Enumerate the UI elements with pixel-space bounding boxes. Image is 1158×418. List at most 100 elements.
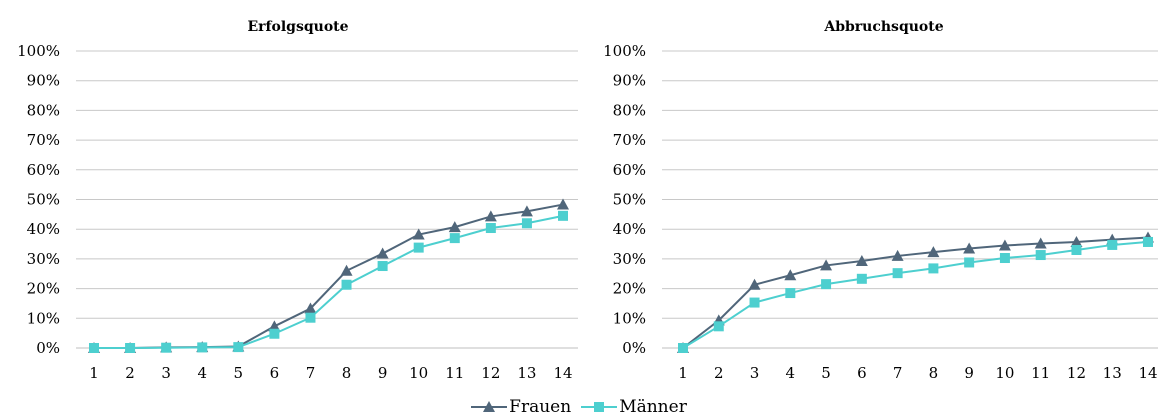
- legend-swatch-maenner: [581, 402, 618, 412]
- series-frauen-point: [484, 210, 497, 222]
- series-maenner-point: [1143, 236, 1153, 247]
- legend-label-frauen: Frauen: [509, 397, 572, 417]
- x-tick-label: 3: [750, 364, 760, 382]
- x-tick-label: 5: [234, 364, 244, 382]
- series-maenner-point: [125, 343, 136, 353]
- x-tick-label: 4: [786, 364, 796, 382]
- legend-item-maenner: Männer: [581, 397, 687, 417]
- x-tick-label: 5: [821, 364, 831, 382]
- x-tick-label: 2: [125, 364, 135, 382]
- series-frauen-point: [268, 320, 281, 332]
- y-tick-label: 60%: [27, 161, 60, 179]
- x-tick-label: 12: [481, 364, 500, 382]
- x-tick-label: 6: [270, 364, 280, 382]
- y-tick-label: 20%: [613, 280, 646, 298]
- x-tick-label: 10: [995, 364, 1014, 382]
- series-frauen-point: [748, 278, 761, 290]
- series-frauen-point: [1034, 237, 1047, 249]
- x-tick-label: 13: [517, 364, 536, 382]
- y-tick-label: 0%: [36, 339, 60, 357]
- series-frauen-point: [340, 264, 353, 276]
- series-maenner-point: [785, 288, 796, 299]
- x-tick-label: 3: [161, 364, 171, 382]
- series-frauen-point: [304, 302, 317, 314]
- y-tick-label: 50%: [613, 191, 646, 209]
- legend: Frauen Männer: [0, 396, 1158, 418]
- x-tick-label: 11: [1031, 364, 1050, 382]
- series-maenner-point: [749, 297, 760, 308]
- series-maenner-point: [999, 253, 1010, 264]
- x-tick-label: 4: [197, 364, 207, 382]
- series-maenner-point: [161, 342, 172, 353]
- series-maenner-point: [233, 342, 244, 353]
- x-tick-label: 8: [342, 364, 352, 382]
- series-maenner-point: [377, 261, 388, 272]
- x-tick-label: 7: [306, 364, 316, 382]
- series-maenner-point: [197, 342, 208, 353]
- series-maenner-line: [682, 240, 1149, 349]
- series-frauen-point: [784, 269, 797, 281]
- x-tick-label: 6: [857, 364, 867, 382]
- y-tick-label: 80%: [613, 101, 646, 119]
- x-tick-label: 8: [929, 364, 939, 382]
- y-tick-label: 60%: [613, 161, 646, 179]
- y-tick-label: 30%: [27, 250, 60, 268]
- series-maenner-point: [521, 218, 532, 229]
- series-maenner-point: [1035, 250, 1046, 261]
- chart-abbruchsquote: Abbruchsquote 0% 10% 20% 30% 40% 50% 60% 70% 80%…: [603, 19, 1158, 382]
- series-frauen-point: [412, 228, 425, 240]
- series-frauen-point: [963, 242, 976, 254]
- y-tick-label: 100%: [17, 42, 60, 60]
- x-tick-label: 12: [1067, 364, 1086, 382]
- y-tick-label: 90%: [27, 72, 60, 90]
- series-maenner-point: [856, 273, 867, 284]
- series-maenner-point: [269, 328, 280, 339]
- y-tick-label: 80%: [27, 101, 60, 119]
- series-maenner-point: [485, 223, 496, 234]
- series-maenner-point: [678, 343, 688, 353]
- series-maenner-point: [449, 233, 460, 244]
- x-tick-label: 13: [1103, 364, 1122, 382]
- chart-erfolgsquote: Erfolgsquote 0% 10% 20% 30% 40% 50% 60% 70% 80% 9…: [17, 19, 578, 382]
- y-tick-label: 100%: [603, 42, 646, 60]
- x-tick-label: 9: [964, 364, 974, 382]
- x-tick-label: 1: [89, 364, 99, 382]
- y-tick-label: 10%: [613, 309, 646, 327]
- x-tick-label: 2: [714, 364, 724, 382]
- y-tick-label: 50%: [27, 191, 60, 209]
- x-tick-label: 9: [378, 364, 388, 382]
- series-frauen-point: [927, 246, 940, 258]
- y-tick-label: 30%: [613, 250, 646, 268]
- x-tick-label: 10: [409, 364, 428, 382]
- y-tick-label: 90%: [613, 72, 646, 90]
- chart-title-abbruchsquote: Abbruchsquote: [823, 19, 943, 35]
- y-tick-label: 40%: [27, 220, 60, 238]
- series-maenner-point: [89, 343, 99, 353]
- y-tick-label: 0%: [622, 339, 646, 357]
- x-tick-label: 14: [553, 364, 572, 382]
- legend-swatch-frauen: [471, 401, 508, 412]
- series-frauen-line: [682, 236, 1149, 349]
- series-maenner-point: [964, 257, 975, 268]
- series-frauen-point: [820, 259, 833, 271]
- y-tick-label: 20%: [27, 280, 60, 298]
- series-frauen-point: [1070, 235, 1083, 247]
- legend-label-maenner: Männer: [619, 397, 687, 417]
- series-frauen-point: [998, 239, 1011, 251]
- series-maenner-point: [892, 268, 903, 279]
- charts-canvas: Erfolgsquote 0%10%20%30%40%50%60%70%80%9…: [17, 19, 1158, 382]
- series-maenner-point: [1107, 239, 1118, 250]
- series-frauen-point: [891, 249, 904, 261]
- series-maenner-line: [94, 214, 564, 349]
- y-tick-label: 10%: [27, 309, 60, 327]
- legend-item-frauen: Frauen: [471, 397, 571, 417]
- series-frauen-point: [520, 205, 533, 217]
- series-maenner-point: [928, 263, 939, 274]
- x-tick-label: 1: [678, 364, 688, 382]
- series-maenner-point: [341, 279, 352, 290]
- y-tick-label: 40%: [613, 220, 646, 238]
- series-maenner-point: [413, 242, 424, 253]
- series-maenner-point: [713, 321, 724, 332]
- y-tick-label: 70%: [27, 131, 60, 149]
- series-maenner-point: [558, 210, 568, 221]
